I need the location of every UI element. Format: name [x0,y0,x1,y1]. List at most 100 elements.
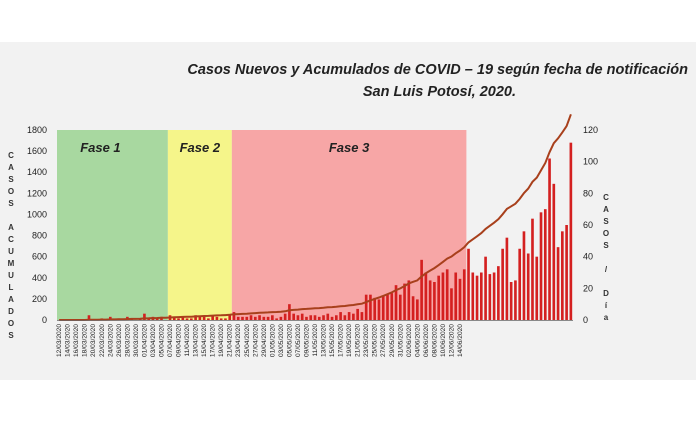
x-tick-label: 29/05/2020 [389,324,396,357]
x-tick-label: 13/04/2020 [193,324,200,357]
daily-cases-bar [509,282,513,320]
daily-cases-bar [514,280,517,320]
x-tick-label: 23/04/2020 [235,324,242,357]
daily-cases-bar [556,247,560,320]
axis-label-char: A [8,223,14,232]
daily-cases-bar [202,316,206,320]
x-tick-label: 09/05/2020 [304,324,311,357]
daily-cases-bar [526,253,530,320]
daily-cases-bar [373,297,377,320]
axis-label-char: S [603,217,609,226]
x-tick-label: 17/04/2020 [210,324,217,357]
daily-cases-bar [462,269,466,320]
daily-cases-bar [343,315,347,320]
daily-cases-bar [198,316,202,320]
y-right-tick-label: 100 [583,157,598,167]
daily-cases-bar [433,282,436,320]
axis-label-char: A [8,163,14,172]
daily-cases-bar [279,316,283,320]
daily-cases-bar [428,280,432,320]
x-tick-label: 10/06/2020 [440,324,447,357]
x-tick-label: 12/03/2020 [56,324,63,357]
x-tick-label: 09/04/2020 [176,324,183,357]
daily-cases-bar [561,231,564,320]
x-tick-label: 21/04/2020 [227,324,234,357]
axis-label-char: C [603,193,609,202]
daily-cases-bar [458,278,462,320]
y-right-tick-label: 0 [583,315,588,325]
x-tick-label: 19/05/2020 [346,324,353,357]
axis-label-char: S [603,241,609,250]
daily-cases-bar [245,316,249,320]
daily-cases-bar [215,316,219,320]
axis-label-char: S [8,331,14,340]
x-tick-label: 15/05/2020 [329,324,336,357]
phase-band-1 [57,130,168,320]
daily-cases-bar [569,142,573,320]
daily-cases-bar [394,285,398,320]
axis-label-char: D [8,307,14,316]
daily-cases-bar [309,315,313,320]
x-tick-label: 04/06/2020 [414,324,421,357]
daily-cases-bar [505,237,509,320]
x-tick-label: 17/05/2020 [338,324,345,357]
x-tick-label: 29/04/2020 [261,324,268,357]
daily-cases-bar [300,313,304,320]
daily-cases-bar [219,318,223,320]
x-tick-label: 07/05/2020 [295,324,302,357]
daily-cases-bar [207,318,210,320]
daily-cases-bar [497,266,500,320]
x-tick-label: 20/03/2020 [90,324,97,357]
daily-cases-bar [390,293,394,320]
daily-cases-bar [305,316,308,320]
daily-cases-bar [437,275,440,320]
x-tick-label: 18/03/2020 [82,324,89,357]
daily-cases-bar [501,248,504,320]
chart-subtitle: San Luis Potosí, 2020. [362,84,516,100]
axis-label-char: / [604,265,608,274]
chart-title: Casos Nuevos y Acumulados de COVID – 19 … [187,62,688,78]
daily-cases-bar [190,318,193,320]
daily-cases-bar [479,272,483,320]
axis-label-char: a [603,313,609,322]
axis-label-char: U [8,247,14,256]
y-right-tick-label: 120 [583,125,598,135]
daily-cases-bar [266,316,270,320]
daily-cases-bar [471,272,475,320]
phase-band-2 [167,130,232,320]
y-left-tick-label: 1000 [27,209,47,219]
daily-cases-bar [155,318,159,320]
daily-cases-bar [420,259,423,320]
cumulative-cases-line [59,113,572,321]
daily-cases-bar [411,296,415,320]
daily-cases-bar [313,315,317,320]
daily-cases-bar [364,294,368,320]
daily-cases-bar [565,225,568,320]
daily-cases-bar [317,316,321,320]
daily-cases-bar [194,315,197,320]
daily-cases-bar [450,288,453,320]
x-tick-label: 30/03/2020 [133,324,140,357]
x-tick-label: 23/05/2020 [363,324,370,357]
daily-cases-bar [377,299,381,320]
x-tick-label: 14/03/2020 [65,324,72,357]
axis-label-char: O [602,229,610,238]
daily-cases-bar [330,316,334,320]
daily-cases-bar [224,318,227,320]
x-tick-label: 28/03/2020 [124,324,131,357]
y-left-tick-label: 1800 [27,125,47,135]
phase-band-3 [231,130,467,320]
y-left-tick-label: 400 [32,273,47,283]
daily-cases-bar [445,269,449,320]
phase-label: Fase 3 [329,140,370,155]
daily-cases-bar [369,294,372,320]
x-tick-label: 01/05/2020 [269,324,276,357]
axis-label-char: í [604,301,608,310]
x-tick-label: 03/04/2020 [150,324,157,357]
y-left-tick-label: 600 [32,252,47,262]
axis-label-char: D [603,289,609,298]
daily-cases-bar [288,304,291,320]
axis-label-char: L [8,283,14,292]
